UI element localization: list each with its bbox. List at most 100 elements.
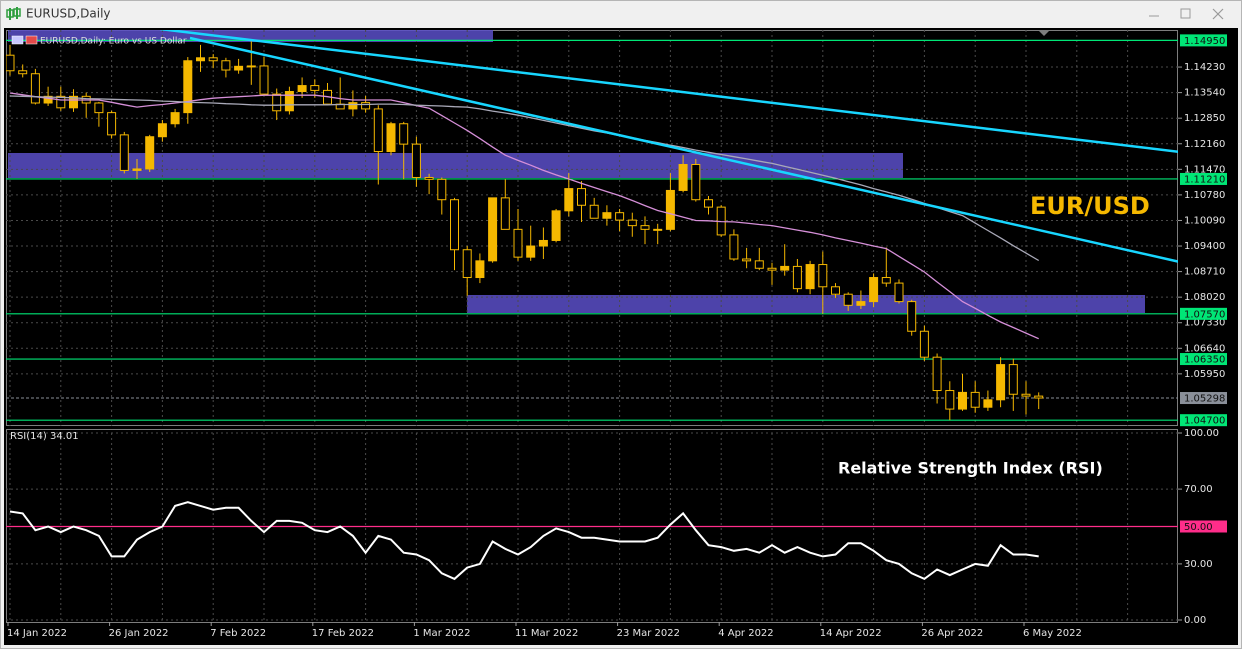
candle-body bbox=[970, 391, 980, 408]
level-label: 1.07570 bbox=[1184, 309, 1225, 320]
candle-body bbox=[1008, 364, 1018, 395]
candle-body bbox=[234, 65, 244, 71]
y-tick-label: 1.06640 bbox=[1184, 343, 1225, 354]
candle-body bbox=[729, 234, 739, 260]
candle-body bbox=[30, 73, 40, 104]
candle-body bbox=[792, 265, 802, 290]
level-label: 50.00 bbox=[1184, 522, 1213, 533]
y-tick-label: 1.07330 bbox=[1184, 318, 1225, 329]
candle-body bbox=[411, 143, 421, 178]
window-icon bbox=[6, 7, 21, 20]
candle-body bbox=[297, 85, 307, 93]
y-tick-label: 1.12160 bbox=[1184, 139, 1225, 150]
candle-body bbox=[742, 258, 752, 262]
candle-body bbox=[272, 93, 282, 112]
candle-body bbox=[310, 85, 320, 91]
annotation: Relative Strength Index (RSI) bbox=[838, 459, 1103, 478]
level-label-box bbox=[1180, 172, 1227, 185]
price-pane bbox=[6, 30, 1178, 426]
x-tick-label: 7 Feb 2022 bbox=[210, 628, 266, 639]
y-tick-label: 1.05950 bbox=[1184, 369, 1225, 380]
candle-body bbox=[602, 212, 612, 219]
close-button[interactable] bbox=[1212, 8, 1224, 20]
x-tick-label: 4 Apr 2022 bbox=[718, 628, 773, 639]
x-tick-label: 23 Mar 2022 bbox=[617, 628, 680, 639]
candle-body bbox=[577, 188, 586, 206]
candle-body bbox=[881, 277, 891, 284]
x-tick-label: 11 Mar 2022 bbox=[515, 628, 578, 639]
overlay: 1.14230 1.13540 1.12850 1.12160 1.11470 1.107… bbox=[7, 31, 1227, 639]
x-tick-label: 14 Jan 2022 bbox=[7, 628, 67, 639]
x-tick-label: 26 Jan 2022 bbox=[109, 628, 169, 639]
level-label: 1.04700 bbox=[1184, 416, 1225, 427]
y-tick-label: 30.00 bbox=[1184, 559, 1213, 570]
candle-body bbox=[1034, 395, 1044, 399]
shift-marker bbox=[1039, 31, 1049, 36]
current-price-label: 1.05298 bbox=[1184, 394, 1225, 405]
candle-body bbox=[361, 102, 371, 110]
y-tick-label: 1.14230 bbox=[1184, 62, 1225, 73]
candle-body bbox=[196, 57, 205, 62]
candle-body bbox=[704, 199, 713, 208]
candle-body bbox=[500, 197, 510, 230]
candle-body bbox=[437, 178, 447, 201]
level-label-box bbox=[1180, 307, 1227, 320]
y-tick-label: 1.12850 bbox=[1184, 113, 1225, 124]
candle-body bbox=[780, 265, 790, 271]
candle-body bbox=[450, 199, 459, 251]
rsi-line bbox=[9, 501, 1039, 581]
candle-body bbox=[805, 264, 815, 290]
candle-body bbox=[678, 164, 688, 191]
candle-body bbox=[208, 57, 218, 62]
pane-title: RSI(14) 34.01 bbox=[10, 431, 79, 442]
candle-body bbox=[818, 264, 828, 288]
candle-body bbox=[399, 123, 409, 145]
candle-body bbox=[945, 390, 955, 410]
annotation: EUR/USD bbox=[1030, 192, 1150, 220]
candle-body bbox=[246, 65, 256, 68]
level-label-box bbox=[1180, 34, 1227, 47]
candle-body bbox=[475, 260, 485, 279]
y-tick-label: 100.00 bbox=[1184, 428, 1219, 439]
maximize-button[interactable] bbox=[1180, 8, 1191, 19]
candle-body bbox=[856, 301, 866, 306]
candle-body bbox=[348, 102, 358, 110]
candle-body bbox=[43, 95, 53, 104]
candle-body bbox=[919, 330, 929, 358]
level-label: 1.14950 bbox=[1184, 36, 1225, 47]
candle-body bbox=[831, 286, 840, 295]
candle-body bbox=[843, 293, 853, 306]
zone bbox=[8, 30, 493, 42]
candle-body bbox=[653, 228, 663, 231]
level-label-box bbox=[1180, 353, 1227, 366]
chart-background bbox=[4, 28, 1238, 645]
y-tick-label: 1.09400 bbox=[1184, 241, 1225, 252]
candle-body bbox=[132, 168, 142, 171]
x-tick-label: 14 Apr 2022 bbox=[820, 628, 882, 639]
candle-body bbox=[538, 239, 548, 247]
y-tick-label: 1.10780 bbox=[1184, 190, 1225, 201]
candle-body bbox=[869, 277, 879, 303]
candle-body bbox=[665, 189, 675, 230]
level-label: 1.11210 bbox=[1184, 174, 1225, 185]
candle-body bbox=[69, 95, 78, 109]
y-tick-label: 1.08020 bbox=[1184, 292, 1225, 303]
trend-line bbox=[189, 36, 1178, 263]
candle-body bbox=[18, 70, 28, 75]
candle-body bbox=[691, 164, 701, 201]
y-tick-label: 1.08710 bbox=[1184, 267, 1225, 278]
candle-body bbox=[56, 95, 66, 109]
candle-body bbox=[373, 108, 383, 153]
candle-body bbox=[386, 123, 396, 153]
candle-body bbox=[564, 188, 574, 212]
y-tick-label: 1.13540 bbox=[1184, 88, 1225, 99]
candle-body bbox=[958, 391, 967, 410]
y-tick-label: 1.10090 bbox=[1184, 215, 1225, 226]
candle-body bbox=[221, 60, 231, 71]
candle-body bbox=[640, 225, 650, 230]
price-pane-border bbox=[6, 30, 1178, 426]
candle-body bbox=[526, 245, 536, 258]
candle-body bbox=[170, 112, 180, 125]
candle-body bbox=[424, 176, 434, 180]
